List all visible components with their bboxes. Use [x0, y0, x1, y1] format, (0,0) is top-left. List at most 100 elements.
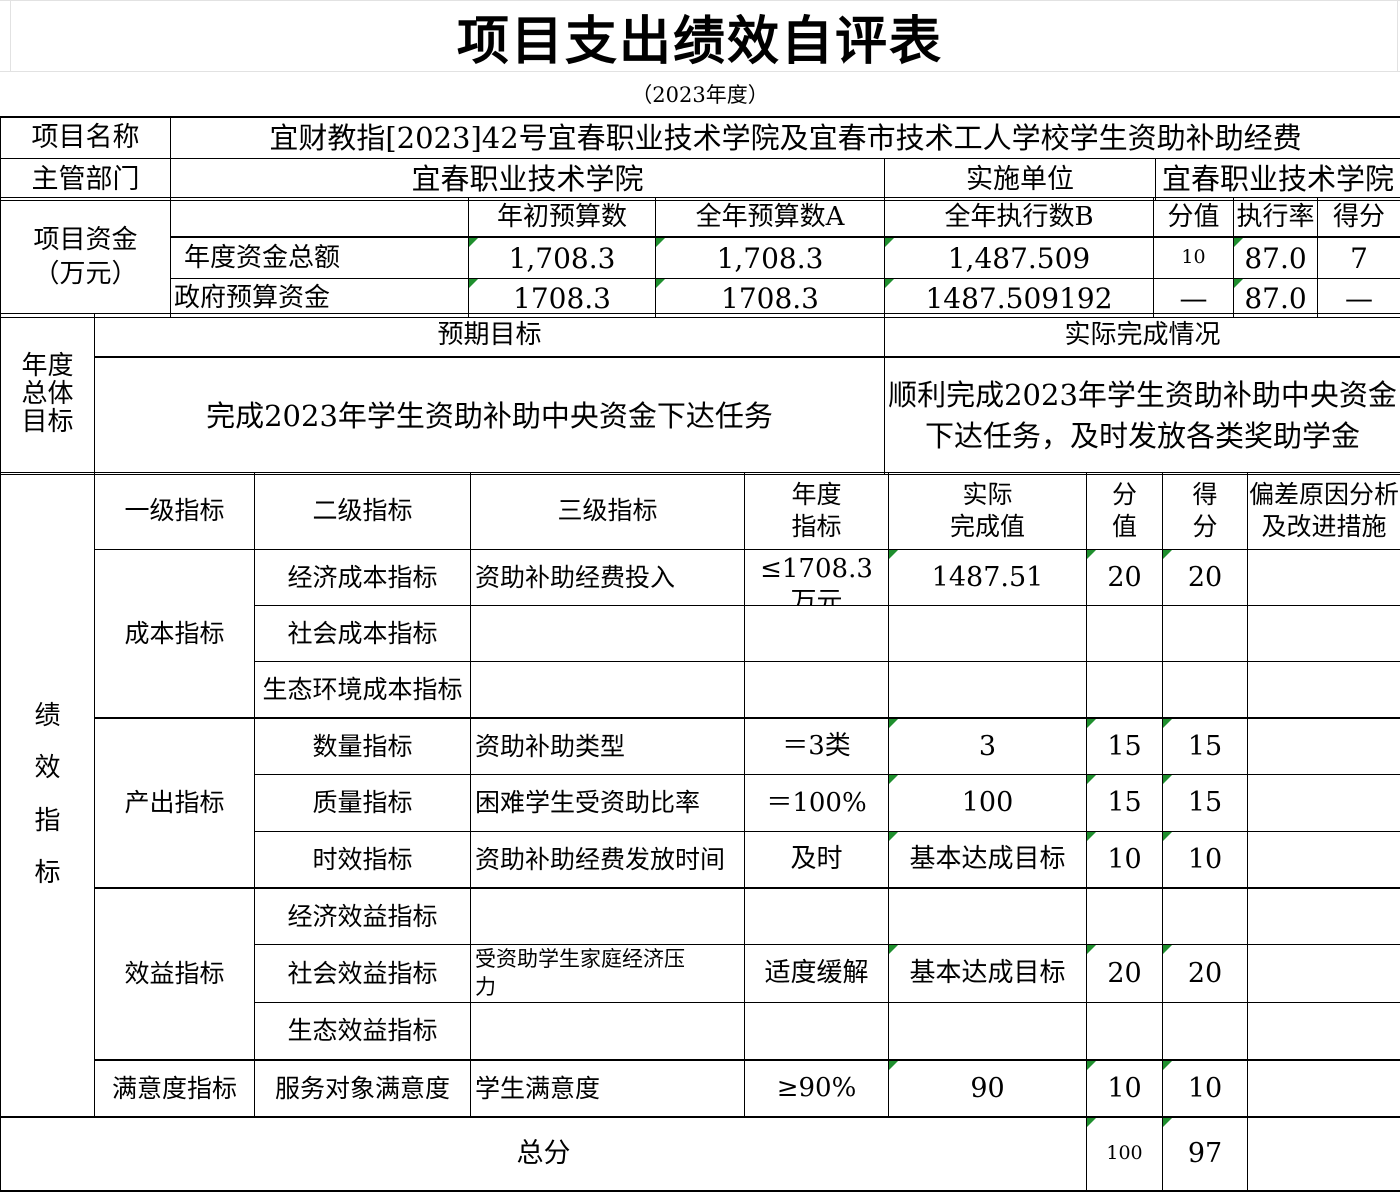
header-score-line2: 分 [1192, 511, 1217, 544]
target-cell: 适度缓解 [745, 945, 889, 1003]
funds-header-score-max: 分值 [1154, 198, 1234, 238]
note-cell [1248, 1003, 1400, 1061]
project-name-value: 宜财教指[2023]42号宜春职业技术学院及宜春市技术工人学校学生资助补助经费 [171, 117, 1400, 159]
indicators-label-char: 指 [34, 805, 60, 838]
header-score: 得 分 [1163, 473, 1248, 550]
level2-cell: 服务对象满意度 [255, 1060, 471, 1117]
funds-header-score: 得分 [1318, 198, 1400, 238]
header-score-line1: 得 [1192, 479, 1217, 512]
actual-cell: 90 [889, 1060, 1087, 1117]
note-cell [1248, 775, 1400, 832]
header-actual-line2: 完成值 [950, 511, 1025, 544]
score-max-cell [1087, 606, 1163, 662]
score-cell [1163, 888, 1248, 945]
total-score: 97 [1163, 1117, 1248, 1191]
score-max-cell: 20 [1087, 945, 1163, 1003]
header-note: 偏差原因分析 及改进措施 [1248, 473, 1400, 550]
target-line1: ≤1708.3 [760, 553, 873, 586]
note-cell [1248, 606, 1400, 662]
header-score-max: 分 值 [1087, 473, 1163, 550]
level3-cell [471, 888, 745, 945]
header-actual-line1: 实际 [962, 479, 1012, 512]
target-cell [745, 606, 889, 662]
actual-goal-text: 顺利完成2023年学生资助补助中央资金 下达任务，及时发放各类奖助学金 [885, 357, 1400, 475]
funds-header-initial: 年初预算数 [469, 198, 656, 238]
expected-goal-header: 预期目标 [95, 314, 885, 358]
level2-cell: 生态效益指标 [255, 1003, 471, 1061]
score-cell [1163, 662, 1248, 719]
note-cell [1248, 888, 1400, 945]
group-label-satisfaction: 满意度指标 [95, 1060, 255, 1117]
target-cell [745, 888, 889, 945]
actual-cell: 3 [889, 718, 1087, 775]
page-title: 项目支出绩效自评表 [0, 0, 1400, 72]
funds-score-max-value: 10 [1154, 237, 1234, 279]
dept-label: 主管部门 [1, 159, 171, 201]
indicators-label-char: 标 [34, 857, 60, 890]
indicators-label-char: 效 [34, 752, 60, 785]
level3-cell: 资助补助经费投入 [471, 550, 745, 606]
level2-cell: 社会成本指标 [255, 606, 471, 662]
funds-table: 项目资金 （万元） 年初预算数 全年预算数A 全年执行数B 分值 执行率 得分 … [0, 197, 1400, 318]
actual-cell: 基本达成目标 [889, 945, 1087, 1003]
header-target-line1: 年度 [791, 479, 841, 512]
target-cell [745, 662, 889, 719]
score-max-cell: 10 [1087, 832, 1163, 889]
note-cell [1248, 1117, 1400, 1191]
empty-cell [171, 198, 469, 238]
header-level1: 一级指标 [95, 473, 255, 550]
score-cell: 15 [1163, 718, 1248, 775]
annual-goal-section-label: 年度 总体 目标 [1, 314, 95, 475]
group-label-cost: 成本指标 [95, 550, 255, 719]
funds-section-label-line2: （万元） [33, 258, 137, 292]
header-score-max-line1: 分 [1112, 479, 1137, 512]
target-cell [745, 1003, 889, 1061]
actual-goal-line1: 顺利完成2023年学生资助补助中央资金 [888, 375, 1397, 416]
level3-cell [471, 606, 745, 662]
funds-score-max-value: — [1154, 279, 1234, 318]
indicators-label-char: 绩 [34, 700, 60, 733]
total-score-max: 100 [1087, 1117, 1163, 1191]
funds-score-value: — [1318, 279, 1400, 318]
note-cell [1248, 832, 1400, 889]
level3-cell: 资助补助类型 [471, 718, 745, 775]
total-label: 总分 [1, 1117, 1087, 1191]
annual-goal-label-line1: 年度 [21, 352, 73, 380]
note-cell [1248, 1060, 1400, 1117]
funds-row-label: 年度资金总额 [171, 237, 469, 279]
score-cell: 10 [1163, 1060, 1248, 1117]
funds-header-executed: 全年执行数B [885, 198, 1154, 238]
project-name-label: 项目名称 [1, 117, 171, 159]
score-max-cell: 15 [1087, 775, 1163, 832]
header-level3: 三级指标 [471, 473, 745, 550]
level3-cell [471, 662, 745, 719]
score-cell: 15 [1163, 775, 1248, 832]
score-cell: 20 [1163, 945, 1248, 1003]
indicators-table: 绩 效 指 标 一级指标 二级指标 三级指标 年度 指标 实际 完成值 分 值 … [0, 472, 1400, 1192]
actual-cell [889, 888, 1087, 945]
actual-cell: 基本达成目标 [889, 832, 1087, 889]
level3-cell: 学生满意度 [471, 1060, 745, 1117]
level2-cell: 时效指标 [255, 832, 471, 889]
score-max-cell [1087, 888, 1163, 945]
funds-initial-value: 1708.3 [469, 279, 656, 318]
score-cell: 10 [1163, 832, 1248, 889]
level3-cell: 资助补助经费发放时间 [471, 832, 745, 889]
header-note-line1: 偏差原因分析 [1249, 479, 1399, 512]
header-note-line2: 及改进措施 [1261, 511, 1386, 544]
expected-goal-text: 完成2023年学生资助补助中央资金下达任务 [95, 357, 885, 475]
header-level2: 二级指标 [255, 473, 471, 550]
note-cell [1248, 662, 1400, 719]
score-max-cell [1087, 662, 1163, 719]
funds-annual-value: 1708.3 [656, 279, 885, 318]
funds-initial-value: 1,708.3 [469, 237, 656, 279]
page-subtitle: （2023年度） [0, 72, 1400, 116]
funds-section-label: 项目资金 （万元） [1, 198, 171, 318]
level3-line2: 力 [475, 974, 496, 1001]
level3-cell: 受资助学生家庭经济压 力 [471, 945, 745, 1003]
annual-goal-label-line2: 总体 [21, 380, 73, 408]
actual-cell [889, 606, 1087, 662]
level2-cell: 社会效益指标 [255, 945, 471, 1003]
level2-cell: 质量指标 [255, 775, 471, 832]
header-actual: 实际 完成值 [889, 473, 1087, 550]
